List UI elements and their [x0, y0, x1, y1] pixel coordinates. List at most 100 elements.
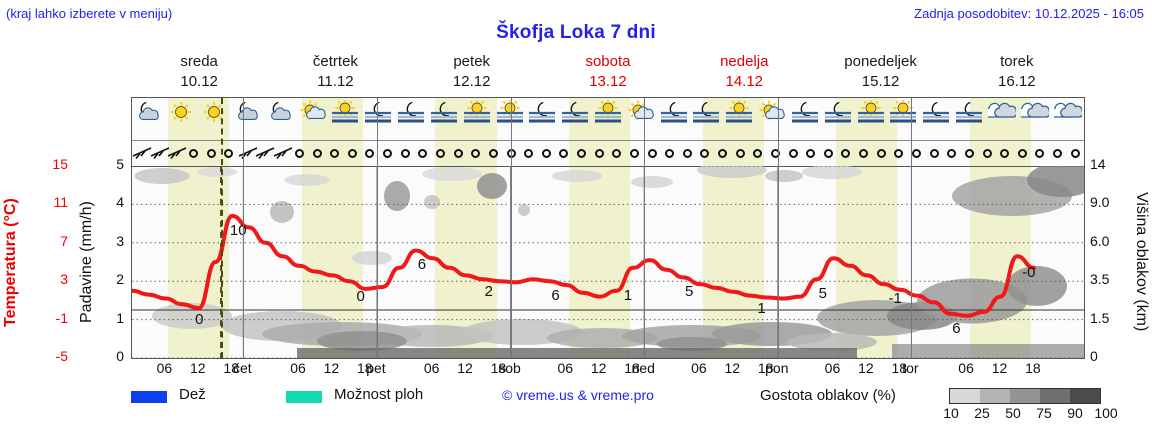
- x-tick-label: 12: [457, 360, 473, 376]
- x-tick-label: 06: [691, 360, 707, 376]
- day-date: 13.12: [589, 73, 627, 90]
- day-header-1: četrtek 11.12: [267, 52, 403, 94]
- rain-swatch: [131, 391, 167, 403]
- moon-fog-icon: [526, 100, 559, 138]
- precipitation-tick: 3: [116, 232, 124, 249]
- precipitation-tick: 2: [116, 271, 124, 288]
- moon-fog-icon: [953, 100, 986, 138]
- weather-symbol-row: [132, 98, 1084, 141]
- calm-wind-icon: [925, 140, 943, 166]
- calm-wind-icon: [573, 140, 591, 166]
- calm-wind-icon: [802, 140, 820, 166]
- day-date: 10.12: [180, 73, 218, 90]
- temp-max-label: 10: [229, 221, 247, 239]
- cloud-icon: [984, 100, 1019, 138]
- moon-fog-icon: [690, 100, 723, 138]
- x-tick-label: 06: [557, 360, 574, 376]
- day-date: 15.12: [861, 73, 900, 90]
- calm-wind-icon: [185, 140, 203, 166]
- moon-fog-icon: [362, 100, 395, 138]
- temp-min-label: 1: [757, 300, 766, 318]
- moon-cloud-icon: [230, 100, 263, 138]
- temperature-axis-title: Temperatura (°C): [2, 198, 19, 328]
- temp-max-label: 6: [952, 319, 961, 337]
- x-tick-label: 18: [757, 360, 774, 376]
- moon-cloud-icon: [132, 100, 165, 138]
- temperature-tick: -5: [55, 348, 68, 364]
- cloudheight-tick: 0: [1090, 348, 1098, 364]
- calm-wind-icon: [449, 140, 467, 166]
- temp-max-label: 6: [551, 287, 560, 305]
- x-tick-label: 06: [156, 360, 173, 376]
- temperature-tick: -1: [55, 309, 68, 326]
- calm-wind-icon: [1013, 140, 1031, 166]
- calm-wind-icon: [996, 140, 1014, 166]
- moon-fog-icon: [427, 100, 460, 138]
- x-tick-label: 12: [323, 360, 340, 376]
- cloudheight-axis-title: Višina oblakov (km): [1133, 192, 1150, 332]
- day-header-5: ponedeljek 15.12: [812, 52, 948, 94]
- day-name: sreda: [180, 53, 218, 70]
- day-separator: [510, 98, 512, 358]
- daylight-band: [435, 98, 497, 358]
- sun-fog-icon: [329, 98, 362, 138]
- density-step: [1010, 389, 1040, 403]
- sun-cloud-icon: [756, 100, 789, 138]
- calm-wind-icon: [608, 140, 626, 166]
- temp-min-label: -1: [888, 290, 902, 307]
- calm-wind-icon: [396, 140, 414, 166]
- last-update-note: Zadnja posodobitev: 10.12.2025 - 16:05: [914, 6, 1144, 21]
- x-tick-label: pon: [765, 360, 789, 376]
- x-tick-label: 06: [423, 360, 440, 376]
- day-header-3: sobota 13.12: [540, 52, 676, 94]
- day-separator: [376, 98, 378, 358]
- x-tick-label: 12: [724, 360, 741, 376]
- x-tick-label: 06: [290, 360, 306, 376]
- day-separator: [911, 98, 913, 358]
- cloudheight-tick: 3.5: [1090, 271, 1110, 288]
- wind-barb-icon: [150, 140, 169, 166]
- calm-wind-icon: [308, 140, 326, 166]
- wind-barb-icon: [238, 140, 258, 166]
- day-header-strip: sreda 10.12 četrtek 11.12 petek 12.12 so…: [131, 52, 1085, 94]
- x-tick-label: 06: [824, 360, 841, 376]
- temp-max-label: 5: [684, 283, 694, 301]
- temp-max-label: 6: [417, 256, 427, 274]
- precipitation-tick: 1: [116, 309, 124, 326]
- calm-wind-icon: [361, 140, 379, 166]
- temp-min-label: 2: [484, 283, 493, 301]
- moon-fog-icon: [559, 100, 592, 138]
- x-tick-label: ned: [631, 360, 655, 376]
- x-tick-label: 18: [490, 360, 507, 376]
- temperature-tick: 11: [53, 194, 68, 211]
- calm-wind-icon: [291, 140, 309, 166]
- density-tick: 50: [1005, 405, 1021, 421]
- day-name: ponedeljek: [844, 53, 917, 70]
- density-step: [1040, 389, 1070, 403]
- x-tick-label: 12: [190, 360, 206, 376]
- showers-legend-label: Možnost ploh: [334, 386, 424, 403]
- temperature-tick: 7: [60, 232, 68, 249]
- x-tick-label: sob: [498, 360, 521, 376]
- density-tick: 100: [1094, 405, 1118, 421]
- x-tick-label: čet: [233, 360, 252, 376]
- calm-wind-icon: [432, 140, 450, 166]
- x-tick-label: 12: [858, 360, 874, 376]
- day-name: četrtek: [312, 53, 358, 70]
- calm-wind-icon: [679, 140, 697, 166]
- wind-barb-icon: [273, 140, 293, 166]
- temp-min-label: 0: [356, 287, 365, 305]
- calm-wind-icon: [855, 140, 873, 166]
- calm-wind-icon: [908, 140, 926, 166]
- temperature-and-cloud-chart: [132, 166, 1084, 358]
- x-tick-label: 18: [223, 360, 239, 376]
- day-date: 16.12: [998, 73, 1036, 90]
- calm-wind-icon: [1066, 140, 1084, 166]
- copyright-link[interactable]: © vreme.us & vreme.pro: [502, 387, 654, 403]
- x-tick-label: 12: [991, 360, 1008, 376]
- sun-icon: [198, 100, 231, 138]
- calm-wind-icon: [643, 140, 661, 166]
- moon-fog-icon: [920, 100, 953, 138]
- x-tick-label: 06: [958, 360, 974, 376]
- calm-wind-icon: [555, 140, 573, 166]
